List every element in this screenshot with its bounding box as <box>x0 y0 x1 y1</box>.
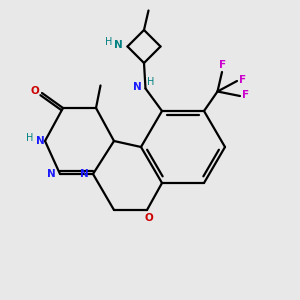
Text: N: N <box>113 40 122 50</box>
Text: N: N <box>47 169 56 179</box>
Text: H: H <box>147 77 155 87</box>
Text: F: F <box>239 75 247 85</box>
Text: H: H <box>26 133 33 143</box>
Text: H: H <box>105 37 112 47</box>
Text: N: N <box>133 82 142 92</box>
Text: N: N <box>36 136 45 146</box>
Text: O: O <box>30 86 39 97</box>
Text: F: F <box>242 90 250 100</box>
Text: O: O <box>144 213 153 223</box>
Text: N: N <box>80 169 89 179</box>
Text: F: F <box>219 60 226 70</box>
